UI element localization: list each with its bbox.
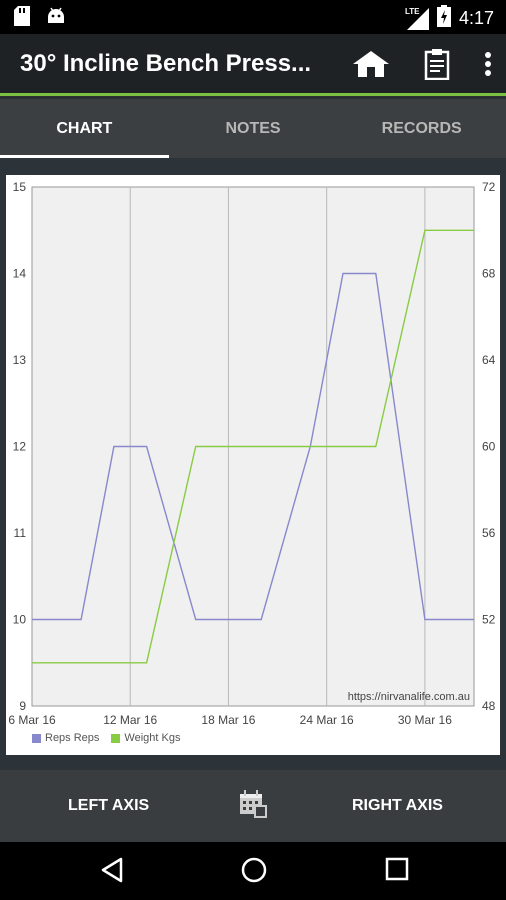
right-axis-tick-label: 52 [482, 613, 496, 627]
bottom-bar: LEFT AXIS RIGHT AXIS [0, 770, 506, 842]
back-icon[interactable] [100, 856, 124, 889]
series-line-reps [32, 272, 474, 621]
watermark-text: https://nirvanalife.com.au [348, 691, 470, 703]
home-icon[interactable] [352, 49, 390, 84]
left-axis-tick-label: 11 [14, 526, 27, 540]
chart: 6 Mar 16 12 Mar 16 18 Mar 16 24 Mar 16 30 Ma… [8, 180, 496, 727]
x-tick-label: 30 Mar 16 [398, 713, 452, 727]
x-tick-label: 12 Mar 16 [103, 713, 157, 727]
battery-icon [436, 5, 451, 32]
navigation-bar [0, 842, 506, 900]
left-axis-tick-label: 15 [13, 180, 27, 194]
home-circle-icon[interactable] [240, 856, 268, 889]
tab-chart[interactable]: CHART [0, 99, 169, 158]
right-axis-tick-label: 60 [482, 440, 496, 454]
legend-item-weight: Weight Kgs [111, 732, 180, 744]
x-tick-label: 18 Mar 16 [201, 713, 255, 727]
right-axis-tick-label: 48 [482, 699, 496, 713]
left-axis-button[interactable]: LEFT AXIS [68, 797, 150, 814]
calendar-icon [238, 789, 268, 824]
left-axis-tick-label: 13 [13, 353, 27, 367]
left-axis-tick-label: 14 [13, 267, 27, 281]
clipboard-icon[interactable] [424, 48, 450, 85]
status-bar: LTE 4:17 [0, 0, 506, 34]
legend-item-reps: Reps Reps [32, 732, 99, 744]
right-axis-tick-label: 68 [482, 267, 496, 281]
network-type: LTE [404, 6, 420, 16]
chart-card: 6 Mar 16 12 Mar 16 18 Mar 16 24 Mar 16 30 Ma… [6, 175, 500, 755]
page-title: 30° Incline Bench Press... [20, 50, 312, 77]
android-icon [46, 6, 66, 31]
series-line-weight [32, 229, 474, 664]
tab-notes[interactable]: NOTES [225, 119, 281, 137]
app-bar: 30° Incline Bench Press... [0, 34, 506, 96]
chart-legend: Reps Reps Weight Kgs [32, 732, 180, 744]
sd-card-icon [14, 6, 30, 31]
tab-bar: CHART NOTES RECORDS [0, 99, 506, 158]
calendar-button[interactable] [238, 770, 268, 842]
legend-swatch-weight [111, 733, 121, 743]
signal-icon: LTE [404, 6, 429, 30]
right-axis-tick-label: 56 [482, 526, 496, 540]
clock: 4:17 [458, 8, 494, 28]
more-vert-icon[interactable] [484, 51, 492, 82]
legend-label-reps: Reps Reps [45, 732, 100, 744]
left-axis-tick-label: 10 [13, 613, 27, 627]
legend-label-weight: Weight Kgs [124, 732, 181, 744]
legend-swatch-reps [32, 733, 41, 743]
right-axis-tick-label: 72 [482, 180, 496, 194]
tab-records[interactable]: RECORDS [381, 119, 462, 137]
recents-icon[interactable] [384, 856, 410, 887]
x-tick-label: 6 Mar 16 [8, 713, 56, 727]
left-axis-tick-label: 9 [19, 699, 26, 713]
x-tick-label: 24 Mar 16 [300, 713, 354, 727]
left-axis-tick-label: 12 [13, 440, 27, 454]
right-axis-tick-label: 64 [482, 353, 496, 367]
right-axis-button[interactable]: RIGHT AXIS [352, 797, 443, 814]
